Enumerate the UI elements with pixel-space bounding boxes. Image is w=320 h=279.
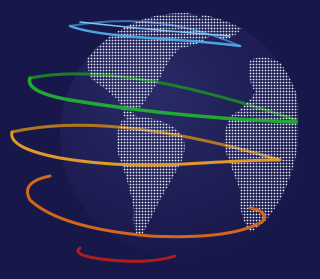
globe-illustration bbox=[0, 0, 298, 279]
page bbox=[0, 0, 320, 279]
